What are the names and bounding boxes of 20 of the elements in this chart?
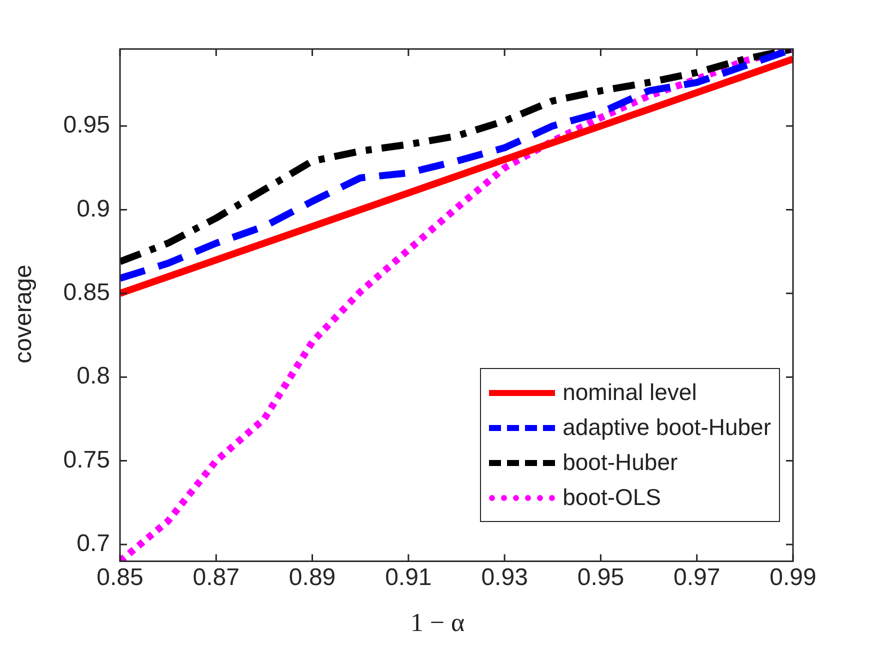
legend-label: boot-Huber [562,449,678,476]
y-tick-label: 0.9 [76,195,110,222]
legend-label: adaptive boot-Huber [562,414,771,441]
x-tick-label: 0.85 [96,564,144,592]
x-tick-label: 0.93 [481,564,528,592]
y-axis-title: coverage [10,264,38,366]
y-tick-label: 0.85 [63,279,110,306]
x-tick-label: 0.95 [577,564,624,592]
legend-label: nominal level [562,379,697,406]
y-tick-label: 0.75 [63,446,110,474]
y-tick-label: 0.8 [76,362,110,390]
x-axis-title: 1 − α [409,608,466,638]
y-tick-label: 0.7 [76,530,110,558]
x-tick-label: 0.99 [770,564,816,592]
x-tick-label: 0.91 [385,564,432,592]
y-tick-label: 0.95 [63,112,110,139]
legend-label: boot-OLS [562,484,662,511]
x-tick-label: 0.89 [288,564,336,592]
x-tick-label: 0.87 [192,564,240,592]
x-tick-label: 0.97 [674,564,720,592]
